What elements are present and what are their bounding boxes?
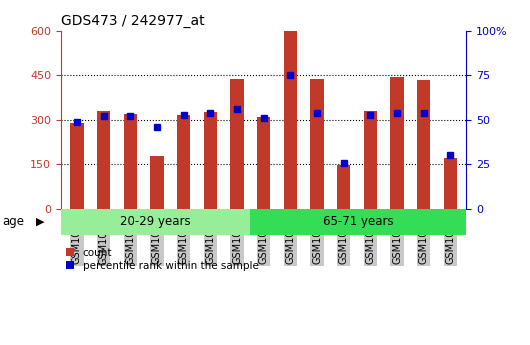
Bar [364, 111, 377, 209]
Text: 65-71 years: 65-71 years [323, 215, 394, 228]
Bar [231, 79, 244, 209]
Bar [204, 112, 217, 209]
Bar [97, 111, 110, 209]
Bar [151, 156, 164, 209]
Bar [417, 80, 430, 209]
Bar [257, 117, 270, 209]
Text: age: age [3, 215, 25, 228]
Text: GDS473 / 242977_at: GDS473 / 242977_at [61, 14, 205, 28]
Bar [311, 79, 324, 209]
Bar [250, 209, 466, 235]
Bar [391, 77, 404, 209]
Bar [177, 115, 190, 209]
Legend: count, percentile rank within the sample: count, percentile rank within the sample [66, 248, 259, 271]
Bar [337, 165, 350, 209]
Bar [444, 158, 457, 209]
Bar [123, 114, 137, 209]
Bar [70, 123, 84, 209]
Text: ▶: ▶ [36, 217, 45, 227]
Text: 20-29 years: 20-29 years [120, 215, 191, 228]
Bar [284, 31, 297, 209]
Bar [61, 209, 250, 235]
